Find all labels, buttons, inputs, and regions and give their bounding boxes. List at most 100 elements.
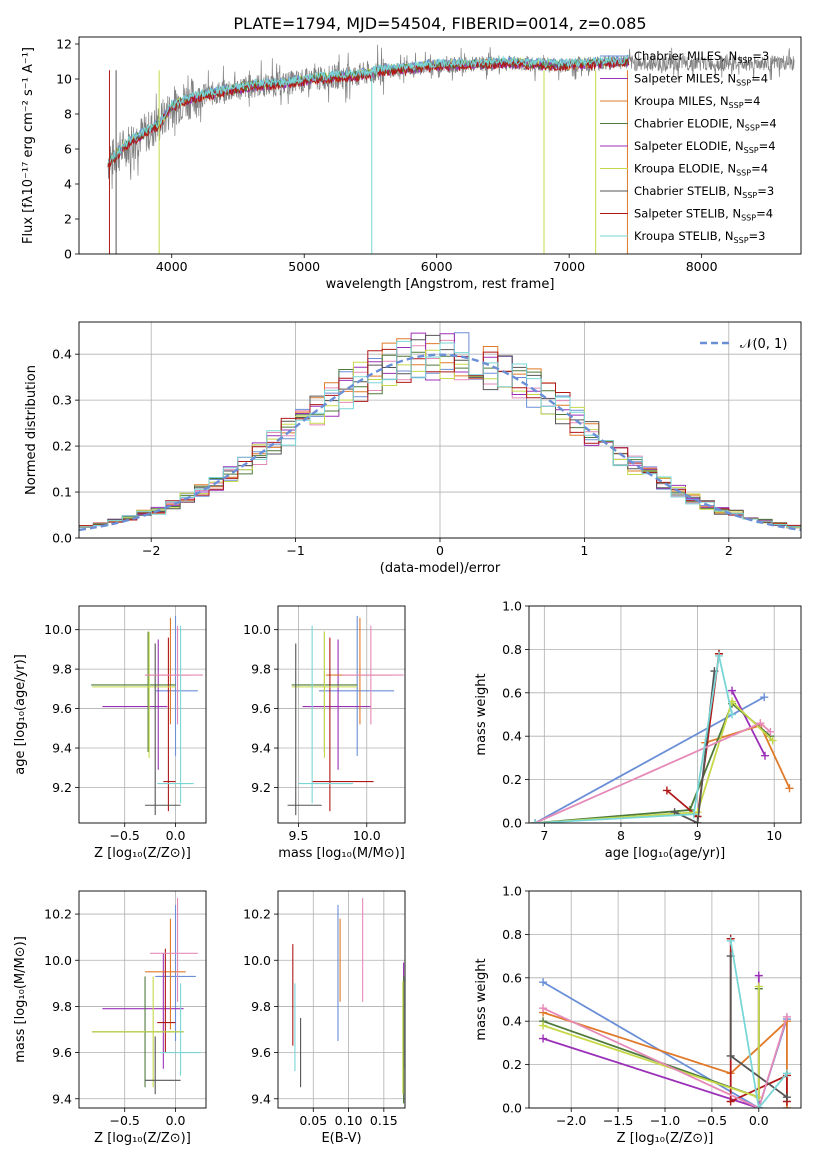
mass-weight-line bbox=[534, 722, 771, 823]
x-tick-label: −1.5 bbox=[603, 1113, 633, 1128]
x-axis-label: Z [log₁₀(Z/Z⊙)] bbox=[94, 846, 191, 861]
y-axis-label: Normed distribution bbox=[24, 365, 39, 495]
age-vs-mass-panel: 9.5 10.0 9.2 9.4 9.6 9.8 10.0 mass [log₁₀(M/M⊙)… bbox=[243, 605, 406, 861]
x-tick-label: 0.15 bbox=[370, 1113, 398, 1128]
x-axis-label: (data-model)/error bbox=[380, 561, 501, 576]
y-tick-label: 9.4 bbox=[251, 741, 271, 756]
y-tick-label: 2 bbox=[64, 212, 72, 227]
y-axis-label: mass weight bbox=[474, 958, 489, 1040]
x-tick-label: −2 bbox=[142, 543, 160, 558]
x-tick-label: 2 bbox=[725, 543, 733, 558]
axes-frame bbox=[277, 605, 406, 824]
mass-weight-marker bbox=[726, 1097, 735, 1106]
mass-weight-marker bbox=[726, 936, 735, 945]
x-axis-label: E(B-V) bbox=[321, 1131, 361, 1146]
y-tick-label: 9.6 bbox=[52, 1045, 72, 1060]
y-tick-label: 10 bbox=[56, 72, 72, 87]
mass-weight-marker bbox=[760, 693, 769, 702]
mass-vs-ebv-panel: 0.05 0.10 0.15 9.4 9.6 9.8 10.0 10.2 E(B-V) bbox=[243, 890, 406, 1146]
plot-area bbox=[79, 332, 801, 532]
axes-frame bbox=[528, 890, 802, 1109]
y-tick-label: 0.4 bbox=[502, 729, 522, 744]
x-tick-label: 1 bbox=[580, 543, 588, 558]
mass-weight-marker bbox=[754, 982, 763, 991]
y-tick-label: 0.2 bbox=[502, 772, 522, 787]
legend-entry: Chabrier STELIB, NSSP=3 bbox=[634, 184, 774, 200]
spectrum-legend: Chabrier MILES, NSSP=3 Salpeter MILES, NS… bbox=[600, 49, 777, 245]
y-tick-label: 9.4 bbox=[251, 1091, 271, 1106]
x-tick-label: 9 bbox=[694, 828, 702, 843]
x-tick-label: −1 bbox=[286, 543, 304, 558]
x-tick-label: 8 bbox=[617, 828, 625, 843]
x-tick-label: −0.5 bbox=[110, 1113, 140, 1128]
axes-frame bbox=[78, 36, 802, 255]
mass-weight-vs-metallicity-panel: −2.0 −1.5 −1.0 −0.5 0.0 0.0 0.2 0.4 0.6 0.8 1.0 Z [… bbox=[474, 884, 802, 1146]
y-tick-label: 0.8 bbox=[502, 927, 522, 942]
mass-weight-marker bbox=[782, 1069, 791, 1078]
spectrum-panel: 4000 5000 6000 7000 8000 0 2 4 6 8 10 12 wavelength … bbox=[21, 36, 802, 292]
x-tick-label: 5000 bbox=[288, 259, 320, 274]
x-tick-label: −2.0 bbox=[556, 1113, 586, 1128]
mass-weight-marker bbox=[539, 1004, 548, 1013]
mass-weight-line bbox=[535, 699, 774, 823]
figure-title: PLATE=1794, MJD=54504, FIBERID=0014, z=0… bbox=[233, 14, 646, 33]
y-tick-label: 1.0 bbox=[502, 884, 522, 899]
y-tick-label: 0 bbox=[64, 247, 72, 262]
mass-weight-line bbox=[534, 696, 765, 823]
x-tick-label: 9.5 bbox=[289, 828, 309, 843]
legend-entry: 𝒩(0, 1) bbox=[740, 337, 787, 352]
mass-weight-marker bbox=[693, 819, 702, 823]
y-tick-label: 8 bbox=[64, 107, 72, 122]
y-tick-label: 0.0 bbox=[502, 816, 522, 831]
legend-entry: Kroupa ELODIE, NSSP=4 bbox=[634, 162, 768, 178]
mass-weight-marker bbox=[689, 810, 698, 819]
y-tick-label: 9.6 bbox=[251, 1045, 271, 1060]
x-tick-label: −0.5 bbox=[110, 828, 140, 843]
residual-histogram-step bbox=[79, 349, 801, 529]
x-axis-label: Z [log₁₀(Z/Z⊙)] bbox=[617, 1131, 714, 1146]
y-tick-label: 6 bbox=[64, 142, 72, 157]
legend-entry: Chabrier ELODIE, NSSP=4 bbox=[634, 117, 777, 133]
legend-entry: Salpeter STELIB, NSSP=4 bbox=[634, 207, 773, 223]
residual-histogram-step bbox=[79, 348, 801, 527]
x-axis-label: age [log₁₀(age/yr)] bbox=[605, 846, 726, 861]
mass-weight-line bbox=[704, 724, 791, 789]
y-tick-label: 10.0 bbox=[243, 953, 271, 968]
mass-weight-marker bbox=[662, 786, 671, 795]
residual-histogram-panel: −2 −1 0 1 2 0.0 0.1 0.2 0.3 0.4 (data-model)/error… bbox=[24, 321, 802, 576]
mass-weight-marker bbox=[782, 1012, 791, 1021]
residual-histogram-step bbox=[79, 340, 801, 528]
y-tick-label: 0.4 bbox=[52, 347, 72, 362]
y-tick-label: 9.4 bbox=[52, 1091, 72, 1106]
mass-weight-marker bbox=[756, 719, 765, 728]
mass-weight-marker bbox=[726, 1051, 735, 1060]
x-tick-label: −1.0 bbox=[650, 1113, 680, 1128]
y-tick-label: 12 bbox=[56, 37, 72, 52]
x-tick-label: 4000 bbox=[156, 259, 188, 274]
axes-frame bbox=[78, 605, 207, 824]
x-tick-label: 0.05 bbox=[299, 1113, 327, 1128]
mass-weight-line bbox=[535, 655, 733, 823]
y-tick-label: 10.2 bbox=[243, 907, 271, 922]
y-tick-label: 9.4 bbox=[52, 741, 72, 756]
y-tick-label: 0.4 bbox=[502, 1014, 522, 1029]
x-axis-label: Z [log₁₀(Z/Z⊙)] bbox=[94, 1131, 191, 1146]
mass-weight-marker bbox=[539, 1034, 548, 1043]
y-tick-label: 0.2 bbox=[502, 1057, 522, 1072]
plot-area bbox=[92, 897, 201, 1095]
plot-area bbox=[531, 649, 794, 823]
mass-weight-marker bbox=[782, 1093, 791, 1102]
legend-entry: Salpeter MILES, NSSP=4 bbox=[634, 72, 768, 88]
mass-weight-marker bbox=[768, 736, 777, 745]
y-tick-label: 0.2 bbox=[52, 439, 72, 454]
x-tick-label: 0 bbox=[436, 543, 444, 558]
y-tick-label: 9.2 bbox=[52, 780, 72, 795]
x-tick-label: 8000 bbox=[686, 259, 718, 274]
legend-entry: Salpeter ELODIE, NSSP=4 bbox=[634, 139, 776, 155]
model-spectrum-line bbox=[107, 57, 630, 168]
axes-frame bbox=[277, 890, 406, 1109]
mass-weight-line bbox=[535, 702, 771, 823]
y-tick-label: 1.0 bbox=[502, 599, 522, 614]
y-axis-label: Flux [fλ10⁻¹⁷ erg cm⁻² s⁻¹ A⁻¹] bbox=[21, 47, 36, 244]
